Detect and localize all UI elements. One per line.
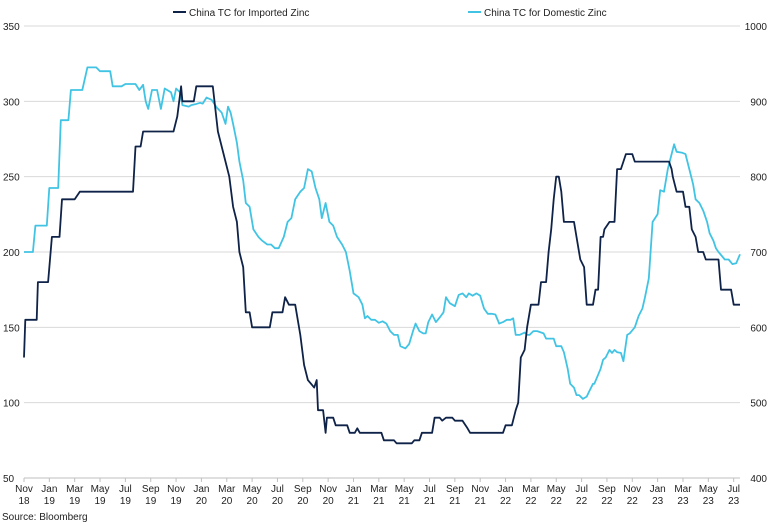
series-line-domestic <box>24 66 741 400</box>
x-tick-label-month: May <box>243 484 262 495</box>
x-tick-label-month: Nov <box>15 484 33 495</box>
x-tick-label-year: 23 <box>728 496 740 507</box>
x-tick-label-month: May <box>547 484 566 495</box>
x-tick-label-month: Sep <box>598 484 616 495</box>
x-tick-label-year: 20 <box>323 496 335 507</box>
x-tick-label-month: Mar <box>522 484 540 495</box>
y-right-tick-label: 900 <box>750 97 767 108</box>
y-left-tick-label: 300 <box>3 97 20 108</box>
y-left-tick-label: 100 <box>3 399 20 410</box>
x-tick-label-year: 23 <box>652 496 664 507</box>
y-left-tick-label: 50 <box>3 474 15 485</box>
x-tick-label-month: Jul <box>119 484 132 495</box>
x-tick-label-year: 19 <box>145 496 157 507</box>
x-tick-label-year: 20 <box>196 496 208 507</box>
x-tick-label-month: Jan <box>497 484 513 495</box>
x-tick-label-year: 19 <box>44 496 56 507</box>
x-tick-label-month: May <box>91 484 110 495</box>
x-tick-label-year: 21 <box>449 496 461 507</box>
x-tick-label-month: May <box>395 484 414 495</box>
series-lines <box>23 66 741 445</box>
y-left-tick-label: 250 <box>3 173 20 184</box>
x-tick-label-month: Mar <box>218 484 236 495</box>
x-tick-label-month: Jul <box>423 484 436 495</box>
x-tick-label-year: 21 <box>373 496 385 507</box>
x-tick-label-year: 20 <box>297 496 309 507</box>
x-tick-label-month: Sep <box>294 484 312 495</box>
x-tick-label-month: Sep <box>142 484 160 495</box>
x-tick-label-year: 22 <box>500 496 512 507</box>
x-tick-label-month: Nov <box>319 484 337 495</box>
x-tick-label-year: 19 <box>120 496 132 507</box>
x-tick-label-month: Jul <box>575 484 588 495</box>
x-tick-label-year: 19 <box>94 496 106 507</box>
x-tick-label-year: 22 <box>627 496 639 507</box>
x-axis: Nov18Jan19Mar19May19Jul19Sep19Nov19Jan20… <box>15 477 740 507</box>
x-tick-label-year: 21 <box>424 496 436 507</box>
y-right-tick-label: 800 <box>750 173 767 184</box>
x-tick-label-year: 19 <box>171 496 183 507</box>
y-right-tick-label: 1000 <box>745 22 768 33</box>
x-tick-label-month: Nov <box>167 484 185 495</box>
x-tick-label-month: Jan <box>650 484 666 495</box>
y-right-tick-label: 500 <box>750 399 767 410</box>
y-right-tick-label: 700 <box>750 248 767 259</box>
x-tick-label-month: Jan <box>345 484 361 495</box>
x-tick-label-year: 20 <box>272 496 284 507</box>
x-tick-label-year: 18 <box>18 496 30 507</box>
y-right-tick-label: 400 <box>750 474 767 485</box>
x-tick-label-year: 22 <box>525 496 537 507</box>
x-tick-label-year: 23 <box>677 496 689 507</box>
y-left-tick-label: 350 <box>3 22 20 33</box>
x-tick-label-month: Mar <box>370 484 388 495</box>
x-tick-label-year: 21 <box>475 496 487 507</box>
x-tick-label-year: 21 <box>348 496 360 507</box>
x-tick-label-year: 23 <box>703 496 715 507</box>
right-axis-ticks: 400 500 600 700 800 900 1000 <box>745 22 768 485</box>
legend: China TC for Imported Zinc China TC for … <box>173 8 607 19</box>
x-tick-label-month: May <box>699 484 718 495</box>
x-tick-label-month: Jan <box>41 484 57 495</box>
y-left-tick-label: 150 <box>3 323 20 334</box>
x-tick-label-year: 20 <box>221 496 233 507</box>
legend-label-imported: China TC for Imported Zinc <box>189 8 309 19</box>
y-left-tick-label: 200 <box>3 248 20 259</box>
x-tick-label-month: Jul <box>727 484 740 495</box>
x-tick-label-month: Mar <box>674 484 692 495</box>
x-tick-label-year: 19 <box>69 496 81 507</box>
series-line-imported <box>23 85 740 445</box>
x-tick-label-month: Nov <box>623 484 641 495</box>
x-tick-label-year: 20 <box>247 496 259 507</box>
x-tick-label-month: Jan <box>193 484 209 495</box>
x-tick-label-year: 22 <box>601 496 613 507</box>
legend-label-domestic: China TC for Domestic Zinc <box>484 8 607 19</box>
x-tick-label-month: Jul <box>271 484 284 495</box>
x-tick-label-year: 21 <box>399 496 411 507</box>
x-tick-label-year: 22 <box>551 496 563 507</box>
x-tick-label-month: Mar <box>66 484 84 495</box>
gridlines <box>24 25 740 479</box>
x-tick-label-year: 22 <box>576 496 588 507</box>
y-right-tick-label: 600 <box>750 323 767 334</box>
x-tick-label-month: Sep <box>446 484 464 495</box>
left-axis-ticks: 50 100 150 200 250 300 350 <box>3 22 20 485</box>
x-tick-label-month: Nov <box>471 484 489 495</box>
source-note: Source: Bloomberg <box>2 512 88 523</box>
